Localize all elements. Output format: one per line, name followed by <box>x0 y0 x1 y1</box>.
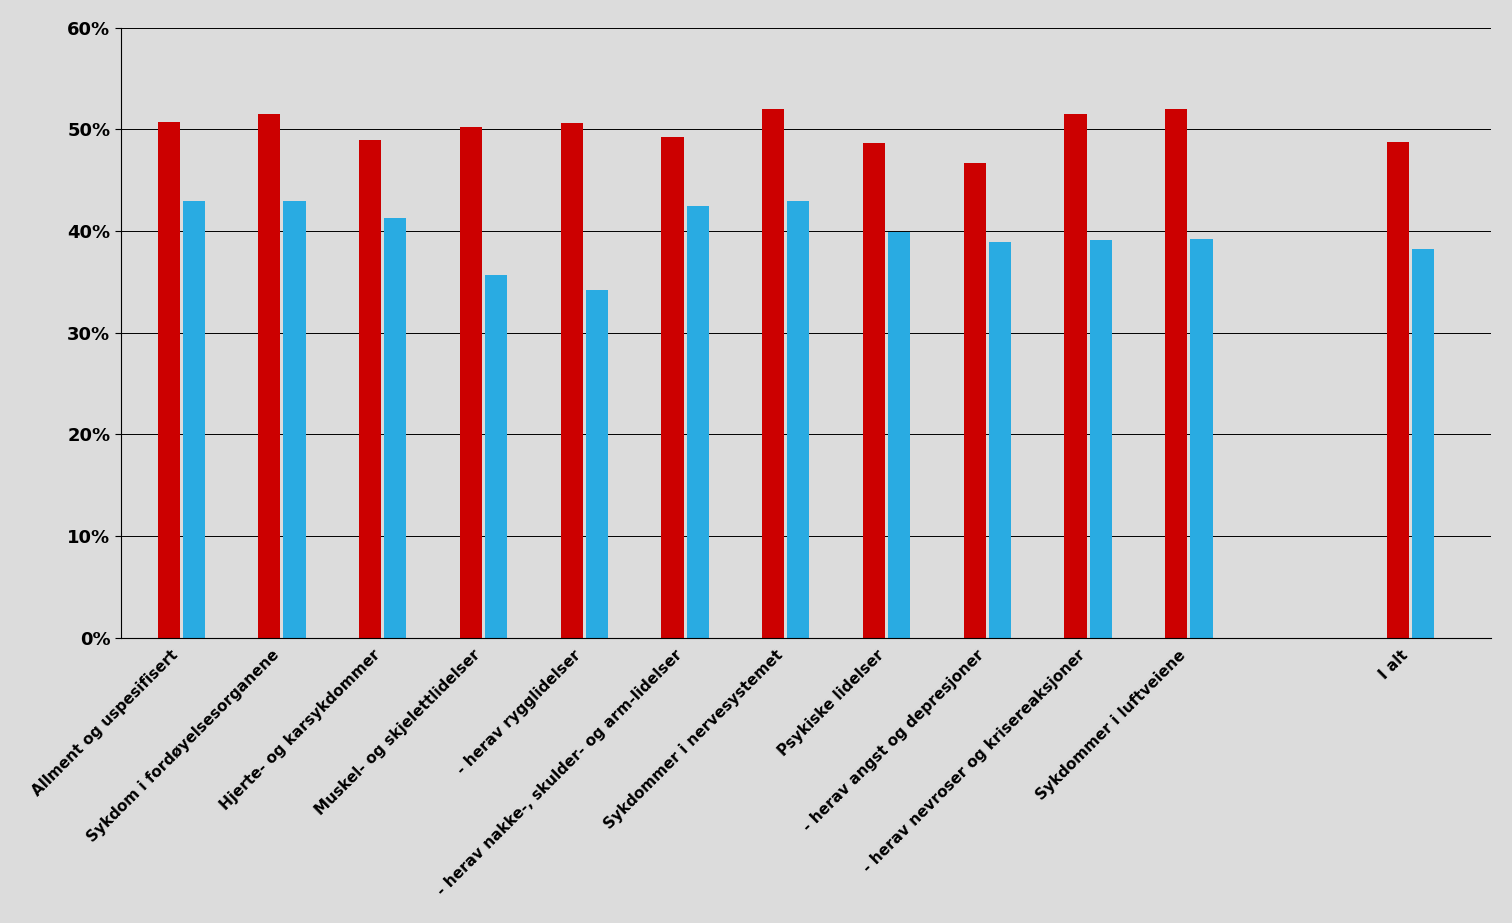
Bar <box>686 206 709 638</box>
Bar <box>1166 109 1187 638</box>
Bar <box>863 143 885 638</box>
Bar <box>888 233 910 638</box>
Bar <box>485 275 507 638</box>
Bar <box>384 218 407 638</box>
Bar <box>1387 141 1409 638</box>
Bar <box>963 163 986 638</box>
Bar <box>283 200 305 638</box>
Bar <box>1090 240 1111 638</box>
Bar <box>1064 114 1087 638</box>
Bar <box>661 137 683 638</box>
Bar <box>1412 249 1435 638</box>
Bar <box>585 290 608 638</box>
Bar <box>460 127 482 638</box>
Bar <box>259 114 280 638</box>
Bar <box>788 200 809 638</box>
Bar <box>1190 239 1213 638</box>
Bar <box>989 243 1012 638</box>
Bar <box>762 109 785 638</box>
Bar <box>358 139 381 638</box>
Bar <box>157 123 180 638</box>
Bar <box>183 200 204 638</box>
Bar <box>561 124 582 638</box>
